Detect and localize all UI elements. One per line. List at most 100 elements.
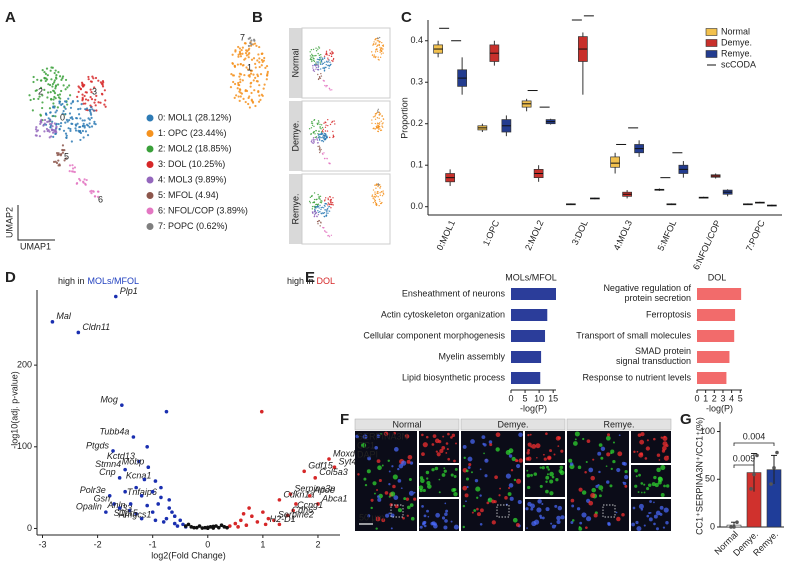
- cell-signal: [665, 521, 669, 525]
- legend-label: 6: NFOL/COP (3.89%): [158, 205, 248, 215]
- cell-signal: [508, 486, 511, 490]
- cell-signal: [366, 469, 371, 474]
- gene-label: Plp1: [120, 286, 138, 296]
- umap-cell: [320, 208, 322, 211]
- cell-signal: [638, 473, 641, 477]
- umap-cell: [239, 80, 242, 84]
- umap-cell: [238, 99, 241, 103]
- point: [150, 489, 155, 494]
- umap-cell: [328, 67, 330, 69]
- umap-cell: [325, 63, 327, 66]
- chart-title: DOL: [708, 272, 727, 282]
- umap-cell: [76, 99, 79, 103]
- umap-cell: [53, 81, 56, 84]
- umap-cell: [317, 52, 319, 55]
- x-tick-label: 2: [315, 539, 320, 549]
- umap-cell: [60, 103, 63, 106]
- cell-signal: [479, 494, 482, 497]
- umap-cell: [57, 71, 60, 74]
- umap-cell: [71, 167, 75, 170]
- gene-label: Cdkn1a: [283, 489, 314, 499]
- umap-cell: [378, 122, 381, 124]
- point: [123, 489, 127, 494]
- cell-signal: [413, 491, 416, 494]
- umap-cell: [40, 121, 43, 124]
- umap-cell: [90, 91, 93, 94]
- cell-signal: [465, 500, 467, 503]
- cell-signal: [450, 473, 454, 477]
- cell-signal: [406, 459, 411, 464]
- umap-cell: [332, 197, 334, 199]
- umap-cell: [237, 95, 240, 98]
- umap-cell: [84, 182, 87, 185]
- umap-cell: [317, 137, 320, 139]
- umap-cell: [254, 104, 257, 108]
- cell-signal: [545, 475, 550, 480]
- chart-title: MOLs/MFOL: [505, 272, 557, 282]
- point: [172, 514, 177, 519]
- umap-frame: [301, 100, 391, 172]
- umap-cell: [53, 122, 56, 125]
- point: [186, 522, 191, 527]
- umap-cell: [318, 139, 321, 141]
- point: [228, 524, 232, 528]
- cell-signal: [438, 440, 442, 444]
- umap-cell: [313, 139, 315, 142]
- cell-signal: [661, 449, 666, 453]
- umap-cell: [58, 102, 61, 105]
- umap-cell: [84, 130, 88, 133]
- umap-cell: [323, 55, 326, 57]
- umap-cell: [312, 67, 314, 69]
- point: [175, 524, 180, 528]
- umap-cell: [93, 109, 96, 112]
- umap-cell: [81, 93, 84, 96]
- umap-cell: [53, 106, 56, 109]
- cell-signal: [486, 501, 490, 505]
- umap-cell: [69, 129, 72, 132]
- y-tick-label: 0: [710, 521, 715, 531]
- cell-signal: [598, 485, 604, 491]
- umap-cell: [314, 133, 316, 135]
- legend-label: 4: MOL3 (9.89%): [158, 174, 227, 184]
- umap-cell: [315, 207, 317, 209]
- cell-signal: [517, 499, 522, 505]
- umap-cell: [377, 58, 380, 61]
- cell-signal: [406, 505, 411, 510]
- umap-cell: [252, 43, 255, 46]
- bar: [511, 288, 556, 300]
- bar: [511, 330, 546, 342]
- umap-cell: [261, 60, 264, 63]
- point: [134, 511, 138, 516]
- cell-signal: [653, 514, 658, 519]
- umap-cell: [66, 120, 69, 123]
- umap-cell: [327, 57, 329, 59]
- umap-cell: [322, 226, 324, 229]
- umap-cell: [313, 60, 316, 63]
- umap-cell: [331, 52, 334, 55]
- umap-cell: [373, 41, 375, 43]
- gene-label: Apoe: [313, 485, 335, 495]
- point: [259, 409, 264, 414]
- legend-swatch: [146, 192, 154, 199]
- umap-cell: [372, 197, 374, 200]
- point: [233, 521, 238, 526]
- cell-signal: [551, 475, 555, 479]
- cell-signal: [364, 483, 368, 487]
- cell-signal: [374, 492, 376, 495]
- cell-signal: [576, 507, 581, 511]
- cell-signal: [663, 455, 669, 461]
- gene-label: Mal: [56, 311, 72, 321]
- point: [167, 506, 172, 510]
- umap-cell: [382, 44, 385, 46]
- umap-cell: [328, 59, 330, 61]
- umap-cell: [315, 212, 318, 214]
- umap-cell: [330, 234, 333, 237]
- umap-cell: [319, 133, 321, 135]
- cell-signal: [413, 497, 417, 501]
- cell-signal: [444, 502, 447, 505]
- umap-cell: [376, 40, 378, 42]
- umap-cell: [78, 177, 81, 181]
- umap-cell: [317, 120, 320, 122]
- point: [164, 516, 169, 521]
- umap-cell: [319, 126, 321, 128]
